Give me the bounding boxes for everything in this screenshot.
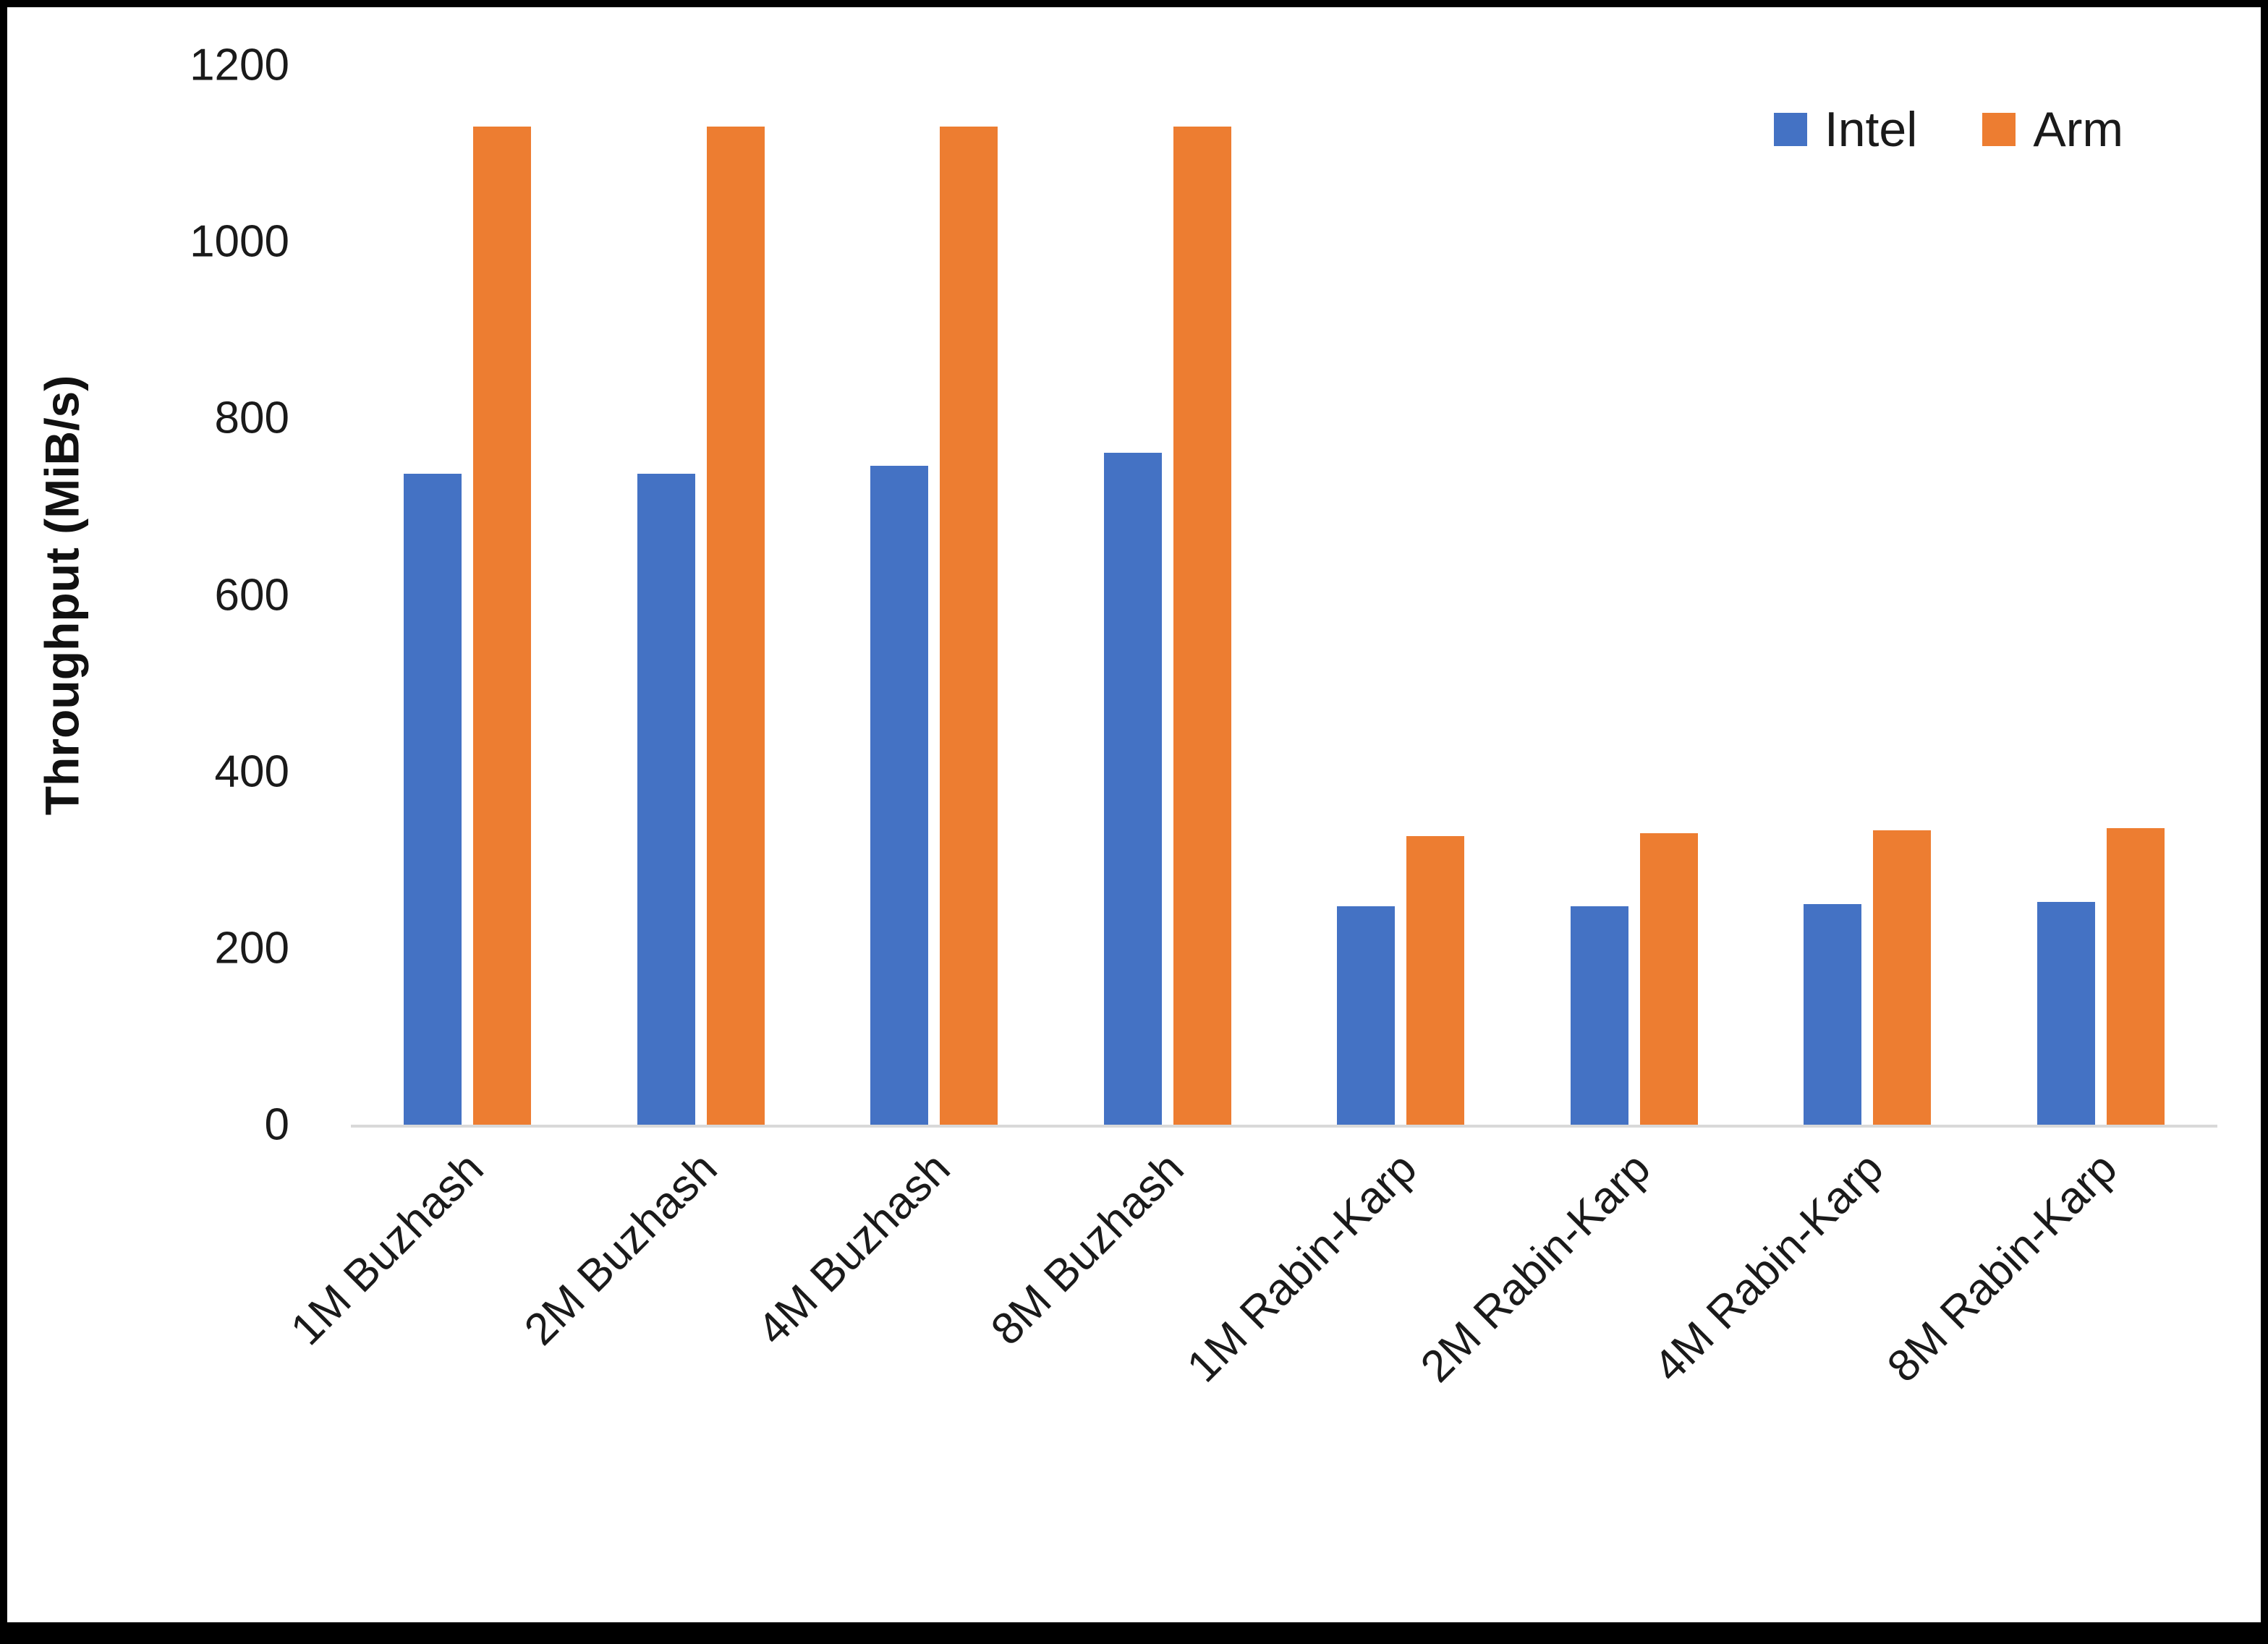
bar-arm-4	[1173, 127, 1231, 1125]
y-tick-label: 600	[214, 570, 289, 620]
bar-arm-6	[1639, 833, 1698, 1125]
bar-group-5	[1284, 65, 1518, 1125]
y-tick-label: 1000	[190, 216, 289, 267]
legend-label: Arm	[2033, 102, 2123, 157]
y-axis-ticks: 0 200 400 600 800 1000 1200	[109, 41, 289, 1150]
bar-group-8	[1984, 65, 2218, 1125]
bar-arm-5	[1406, 835, 1465, 1125]
y-tick-label: 800	[214, 393, 289, 443]
bar-group-4	[1051, 65, 1285, 1125]
x-axis-label: 4M Rabin-Karp	[1644, 1143, 1893, 1392]
y-tick-label: 0	[264, 1099, 289, 1150]
bar-intel-1	[404, 474, 462, 1125]
bar-group-1	[351, 65, 585, 1125]
bar-group-3	[817, 65, 1051, 1125]
x-axis-label: 8M Buzhash	[981, 1143, 1194, 1355]
bar-arm-2	[706, 127, 765, 1125]
bar-arm-1	[473, 127, 532, 1125]
x-axis-label: 2M Rabin-Karp	[1411, 1143, 1660, 1392]
bar-group-6	[1518, 65, 1751, 1125]
y-axis-title-box: Throughput (MiB/s)	[7, 65, 116, 1125]
legend-swatch-icon	[1982, 113, 2016, 146]
x-axis-label: 1M Rabin-Karp	[1178, 1143, 1427, 1392]
y-tick-label: 400	[214, 746, 289, 797]
bar-arm-7	[1873, 830, 1932, 1125]
bar-intel-4	[1103, 452, 1162, 1125]
plot-area	[351, 65, 2217, 1128]
legend-item-intel: Intel	[1773, 101, 1918, 158]
bar-group-2	[585, 65, 818, 1125]
bar-intel-5	[1337, 906, 1396, 1125]
bar-intel-7	[1804, 903, 1862, 1125]
y-tick-label: 1200	[190, 40, 289, 90]
y-tick-label: 200	[214, 923, 289, 974]
x-axis-label: 8M Rabin-Karp	[1877, 1143, 2127, 1392]
x-axis-labels: 1M Buzhash 2M Buzhash 4M Buzhash 8M Buzhash…	[281, 1143, 2217, 1548]
bar-arm-3	[940, 127, 998, 1125]
bar-chart: Throughput (MiB/s) 0 200 400 600 800 1000 1200…	[7, 7, 2261, 1622]
legend-item-arm: Arm	[1982, 101, 2123, 158]
x-axis-label: 1M Buzhash	[281, 1143, 493, 1355]
x-axis-label: 2M Buzhash	[514, 1143, 727, 1355]
legend: Intel Arm	[1773, 101, 2123, 158]
y-axis-title: Throughput (MiB/s)	[35, 375, 89, 815]
bar-arm-8	[2106, 827, 2165, 1125]
bar-intel-8	[2036, 902, 2095, 1125]
bar-intel-2	[637, 474, 695, 1125]
bar-group-7	[1751, 65, 1984, 1125]
bar-intel-6	[1570, 906, 1628, 1125]
legend-swatch-icon	[1773, 113, 1807, 146]
legend-label: Intel	[1824, 102, 1918, 157]
bar-intel-3	[870, 466, 929, 1125]
x-axis-label: 4M Buzhash	[748, 1143, 960, 1355]
